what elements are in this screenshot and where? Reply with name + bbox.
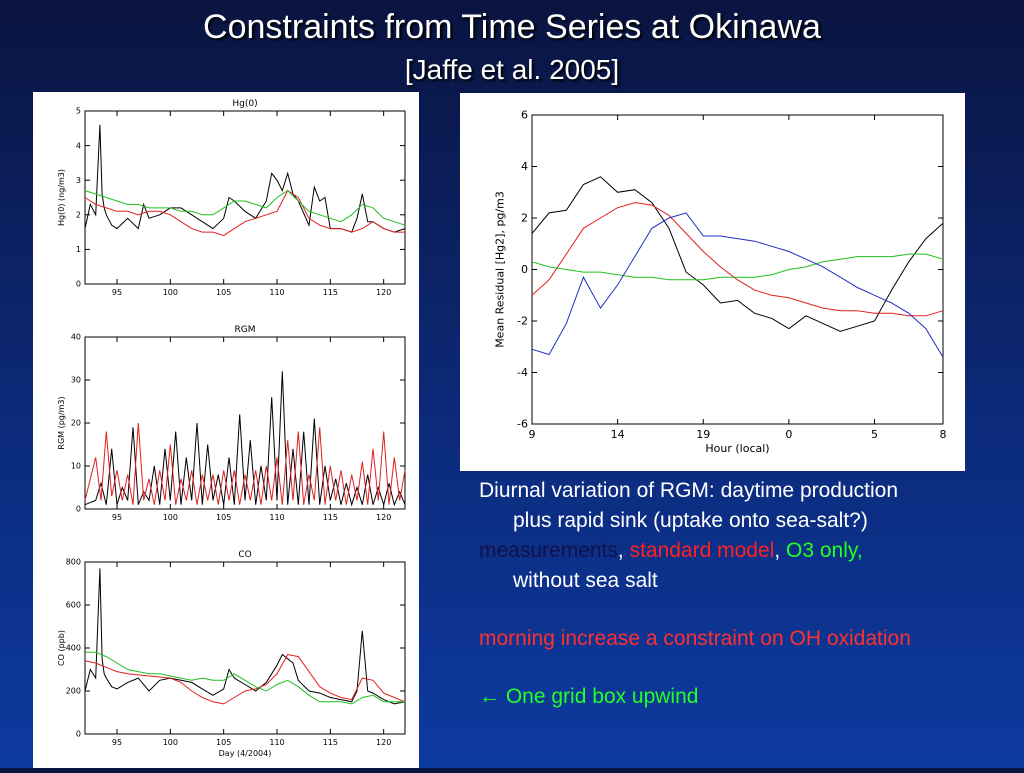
rgm-y-tick-label: 10 (71, 462, 81, 471)
hg-0-x-tick-label: 115 (323, 288, 338, 297)
diurnal-x-axis-label: Hour (local) (705, 442, 769, 455)
co-x-tick-label: 105 (216, 738, 231, 747)
rgm-x-tick-label: 115 (323, 513, 338, 522)
description-line-2: plus rapid sink (uptake onto sea-salt?) (513, 509, 868, 532)
co-x-axis-label: Day (4/2004) (219, 749, 272, 758)
time-series-panel: Hg(0) 95 100 105 110 115 120 0 1 2 3 4 5 Hg(0) (ng/m3… (33, 92, 419, 768)
diurnal-o3-only-without-sea-salt-line (531, 253, 944, 281)
hg-0-y-tick-label: 2 (76, 210, 81, 219)
diurnal-fourth-series-line (531, 212, 944, 358)
legend-standard-model: standard model (629, 539, 775, 562)
hg-0-y-tick-label: 0 (76, 280, 81, 289)
slide-subtitle: [Jaffe et al. 2005] (404, 54, 620, 85)
rgm-y-tick-label: 20 (71, 419, 81, 428)
diurnal-x-tick-label: 8 (940, 428, 947, 441)
hg-0-y-tick-label: 1 (76, 245, 81, 254)
legend-o3-only: O3 only, (786, 539, 863, 562)
co-x-tick-label: 95 (112, 738, 122, 747)
hg-0-measurements-line (84, 124, 406, 233)
diurnal-standard-model-line (531, 202, 944, 317)
diurnal-y-axis-label: Mean Residual [Hg2], pg/m3 (493, 191, 506, 348)
diurnal-y-tick-label: -4 (517, 366, 528, 379)
upwind-note: ← One grid box upwind (479, 682, 1019, 712)
co-x-tick-label: 110 (269, 738, 284, 747)
co-x-tick-label: 115 (323, 738, 338, 747)
diurnal-x-tick-label: 0 (785, 428, 792, 441)
rgm-x-tick-label: 120 (376, 513, 391, 522)
rgm-y-tick-label: 30 (71, 376, 81, 385)
diurnal-y-tick-label: -2 (517, 315, 528, 328)
hg-0-y-tick-label: 4 (76, 141, 81, 150)
diurnal-x-tick-label: 5 (871, 428, 878, 441)
diurnal-x-tick-label: 9 (529, 428, 536, 441)
rgm-x-tick-label: 95 (112, 513, 122, 522)
co-o3-only-without-sea-salt-line (85, 651, 405, 705)
rgm-y-tick-label: 40 (71, 333, 81, 342)
diurnal-chart: 9 14 19 0 5 8 -6 -4 -2 0 2 4 6 Mean Residual [Hg2], p… (493, 109, 947, 455)
diurnal-y-tick-label: 6 (521, 109, 528, 122)
co-plot-frame (84, 561, 406, 735)
hg-0-chart-title: Hg(0) (232, 99, 257, 109)
morning-increase-note: morning increase a constraint on OH oxid… (479, 627, 911, 650)
diurnal-panel: 9 14 19 0 5 8 -6 -4 -2 0 2 4 6 Mean Residual [Hg2], p… (460, 93, 965, 471)
diurnal-x-tick-label: 19 (696, 428, 710, 441)
diurnal-y-tick-label: 4 (521, 160, 528, 173)
legend-line: measurements, standard model, O3 only, (479, 536, 1019, 566)
rgm-y-tick-label: 0 (76, 505, 81, 514)
co-standard-model-line (84, 653, 406, 705)
rgm-y-axis-label: RGM (pg/m3) (57, 396, 66, 449)
upwind-label: One grid box upwind (500, 685, 699, 708)
description-line-1: Diurnal variation of RGM: daytime produc… (479, 479, 899, 502)
rgm-plot-frame (84, 336, 406, 510)
hg-0-y-axis-label: Hg(0) (ng/m3) (57, 169, 66, 226)
slide-title: Constraints from Time Series at Okinawa (203, 8, 821, 46)
hg-0-plot-frame (84, 110, 406, 285)
legend-separator: , (774, 539, 786, 562)
diurnal-measurements-line (531, 176, 944, 332)
hg-0-x-tick-label: 110 (269, 288, 284, 297)
co-chart-title: CO (238, 550, 251, 560)
hg-0-o3-only-without-sea-salt-line (84, 189, 406, 226)
rgm-measurements-line (84, 371, 406, 507)
rgm-chart-title: RGM (235, 325, 256, 335)
hg-0-x-tick-label: 100 (163, 288, 178, 297)
legend-separator: , (617, 539, 630, 562)
co-y-tick-label: 400 (66, 644, 81, 653)
co-y-tick-label: 0 (76, 730, 81, 739)
co-x-tick-label: 100 (163, 738, 178, 747)
legend-line-continued: without sea salt (513, 569, 658, 592)
co-y-tick-label: 800 (66, 558, 81, 567)
hg-0-standard-model-line (84, 189, 405, 237)
rgm-x-tick-label: 105 (216, 513, 231, 522)
diurnal-y-tick-label: 0 (521, 263, 528, 276)
hg-0-y-tick-label: 5 (76, 107, 81, 116)
co-measurements-line (84, 568, 406, 705)
co-y-axis-label: CO (ppb) (57, 630, 66, 666)
diurnal-plot-frame (531, 114, 944, 425)
co-y-tick-label: 200 (66, 687, 81, 696)
rgm-x-tick-label: 100 (163, 513, 178, 522)
diurnal-y-tick-label: -6 (517, 418, 528, 431)
co-x-tick-label: 120 (376, 738, 391, 747)
description-text: Diurnal variation of RGM: daytime produc… (479, 476, 1019, 712)
hg-0-x-tick-label: 95 (112, 288, 122, 297)
diurnal-y-tick-label: 2 (521, 212, 528, 225)
rgm-standard-model-line (84, 422, 406, 505)
legend-measurements: measurements (479, 539, 618, 562)
hg-0-y-tick-label: 3 (76, 176, 81, 185)
rgm-x-tick-label: 110 (269, 513, 284, 522)
hg-0-x-tick-label: 105 (216, 288, 231, 297)
left-arrow-icon: ← (479, 685, 500, 708)
hg-0-x-tick-label: 120 (376, 288, 391, 297)
diurnal-x-tick-label: 14 (611, 428, 625, 441)
co-y-tick-label: 600 (66, 601, 81, 610)
